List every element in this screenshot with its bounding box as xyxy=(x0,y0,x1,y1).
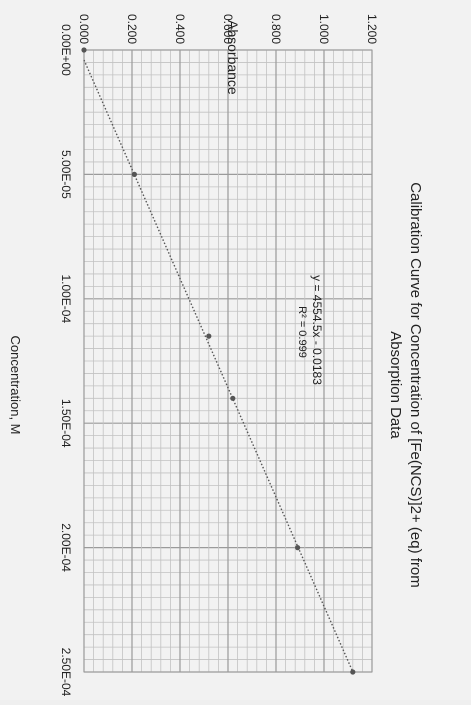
y-tick-label: 0.600 xyxy=(221,14,235,44)
chart-title-line-1: Calibration Curve for Concentration of [… xyxy=(407,182,424,588)
chart-title-line-2: Absorption Data xyxy=(387,331,404,439)
data-points xyxy=(81,47,356,675)
x-tick-label: 2.00E-04 xyxy=(59,523,73,572)
trendline-equation: y = 4554.5x - 0.0183 xyxy=(310,275,324,385)
data-point xyxy=(230,395,236,401)
data-point xyxy=(295,545,301,551)
y-tick-label: 0.200 xyxy=(125,14,139,44)
x-tick-label: 5.00E-05 xyxy=(59,150,73,199)
x-tick-label: 1.50E-04 xyxy=(59,399,73,448)
plot-area xyxy=(83,49,373,673)
r-squared-label: R² = 0.999 xyxy=(296,306,308,358)
x-tick-label: 0.00E+00 xyxy=(59,24,73,76)
y-tick-label: 0.800 xyxy=(269,14,283,44)
y-tick-label: 0.400 xyxy=(173,14,187,44)
data-point xyxy=(131,171,137,177)
x-axis-title: Concentration, M xyxy=(8,336,23,435)
y-axis-ticks: 0.000 0.200 0.400 0.600 0.800 1.000 1.200 xyxy=(77,14,379,44)
x-axis-ticks: 0.00E+00 5.00E-05 1.00E-04 1.50E-04 2.00E-04… xyxy=(59,24,73,697)
data-point xyxy=(350,669,356,675)
y-tick-label: 0.000 xyxy=(77,14,91,44)
x-tick-label: 1.00E-04 xyxy=(59,274,73,323)
data-point xyxy=(206,333,212,339)
data-point xyxy=(81,47,87,53)
x-tick-label: 2.50E-04 xyxy=(59,648,73,697)
y-tick-label: 1.200 xyxy=(365,14,379,44)
y-axis-title: Absorbance xyxy=(225,20,241,95)
trendline xyxy=(83,59,354,673)
y-tick-label: 1.000 xyxy=(317,14,331,44)
